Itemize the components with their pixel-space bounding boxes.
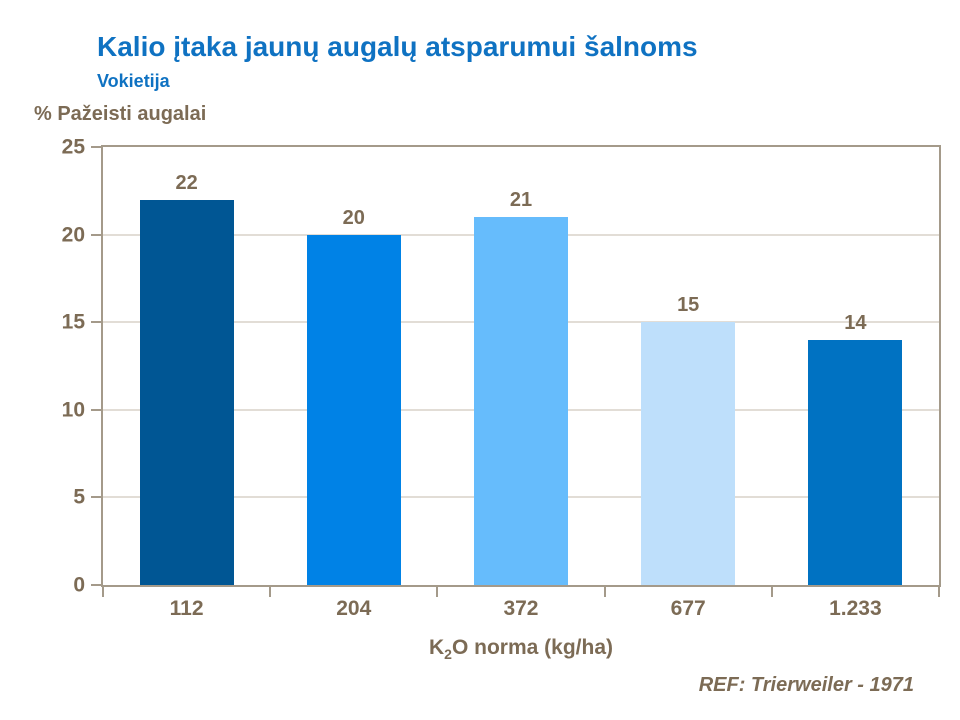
bar-value-label: 22 bbox=[175, 171, 198, 194]
category-slot: 20 204 bbox=[270, 147, 437, 620]
reference-note: REF: Trierweiler - 1971 bbox=[698, 674, 914, 696]
bar-value-label: 21 bbox=[509, 189, 533, 212]
y-tick-mark bbox=[91, 408, 101, 411]
bar bbox=[306, 234, 401, 585]
y-tick-mark bbox=[91, 233, 101, 236]
bar-value-label: 20 bbox=[342, 206, 365, 229]
y-tick-label: 5 bbox=[73, 485, 85, 509]
y-tick-mark bbox=[91, 496, 101, 499]
x-tick-label: 677 bbox=[670, 597, 706, 620]
bar bbox=[808, 339, 903, 585]
x-axis-title-subscript: 2 bbox=[444, 646, 452, 663]
y-tick-label: 25 bbox=[61, 135, 85, 159]
category-slot: 22 112 bbox=[103, 147, 270, 620]
category-slot: 21 372 bbox=[437, 147, 604, 620]
chart-title: Kalio įtaka jaunų augalų atsparumui šaln… bbox=[97, 31, 698, 62]
y-tick-mark bbox=[91, 584, 101, 586]
x-axis-title-suffix: O norma (kg/ha) bbox=[451, 636, 613, 659]
bar-value-label: 14 bbox=[844, 311, 867, 334]
x-tick-mark bbox=[102, 587, 104, 597]
category-slot: 14 1.233 bbox=[772, 147, 939, 620]
x-tick-mark bbox=[938, 587, 940, 597]
y-tick-label: 10 bbox=[61, 398, 85, 422]
bar bbox=[139, 199, 234, 585]
category-slot: 15 677 bbox=[605, 147, 772, 620]
x-tick-mark bbox=[436, 587, 439, 597]
x-tick-label: 112 bbox=[169, 597, 204, 620]
x-tick-label: 204 bbox=[336, 597, 372, 620]
y-axis-title: % Pažeisti augalai bbox=[34, 103, 207, 125]
x-tick-mark bbox=[603, 587, 606, 597]
y-tick-label: 15 bbox=[61, 310, 85, 334]
y-tick-mark bbox=[91, 321, 101, 324]
x-axis-title: K2O norma (kg/ha) bbox=[101, 636, 941, 662]
y-tick-mark bbox=[91, 146, 101, 148]
bar bbox=[641, 322, 736, 585]
x-tick-label: 372 bbox=[503, 597, 539, 620]
chart-subtitle: Vokietija bbox=[97, 71, 170, 91]
x-tick-label: 1.233 bbox=[829, 597, 882, 620]
x-tick-mark bbox=[770, 587, 773, 597]
plot-area: 0 5 10 15 20 25 22 112 20 204 21 372 15 677 14 1.233 bbox=[62, 137, 941, 620]
bar bbox=[473, 217, 568, 585]
y-tick-label: 0 bbox=[73, 573, 85, 597]
bar-value-label: 15 bbox=[677, 294, 700, 317]
y-tick-label: 20 bbox=[61, 223, 85, 247]
x-tick-mark bbox=[269, 587, 272, 597]
x-axis-title-prefix: K bbox=[429, 636, 445, 659]
